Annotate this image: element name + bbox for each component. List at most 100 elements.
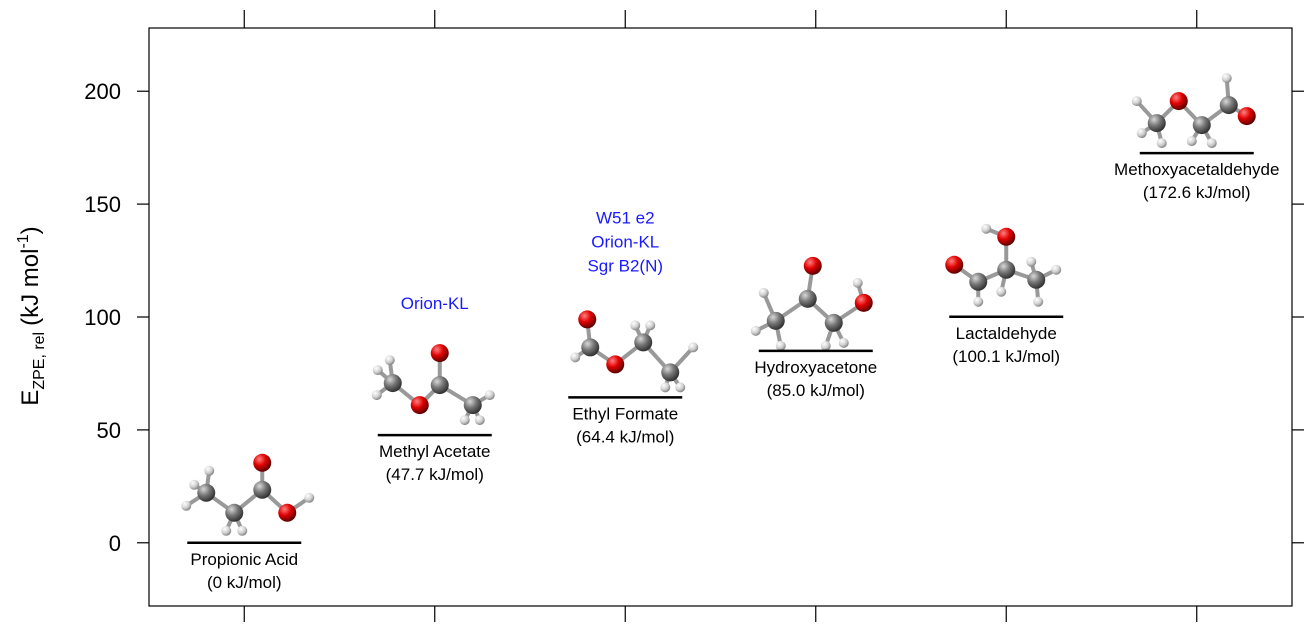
value-label: (0 kJ/mol): [207, 573, 282, 592]
atom: [204, 466, 214, 476]
y-axis-label: EZPE, rel (kJ mol-1): [15, 226, 48, 405]
atom: [969, 273, 987, 291]
atom: [373, 365, 383, 375]
atom: [675, 382, 685, 392]
atom: [660, 382, 670, 392]
annotation: Orion-KL: [591, 232, 659, 251]
level-name: Methyl Acetate: [379, 442, 491, 461]
value-label: (85.0 kJ/mol): [767, 381, 865, 400]
annotation: W51 e2: [596, 208, 655, 227]
atom: [855, 294, 873, 312]
atom: [431, 376, 449, 394]
atom: [411, 396, 429, 414]
y-tick-label: 100: [84, 305, 121, 330]
atom: [1033, 297, 1043, 307]
atom: [1027, 271, 1045, 289]
y-label-main: E: [17, 390, 44, 406]
atom: [799, 290, 817, 308]
molecule: [1132, 73, 1256, 148]
molecule: [751, 257, 873, 351]
atom: [853, 278, 863, 288]
atom: [189, 480, 199, 490]
atom: [1220, 96, 1238, 114]
atom: [385, 355, 395, 365]
atom: [578, 310, 596, 328]
atom: [804, 257, 822, 275]
atom: [460, 415, 470, 425]
atom: [431, 344, 449, 362]
atom: [304, 493, 314, 503]
atom: [759, 288, 769, 298]
molecule: [372, 344, 495, 425]
y-tick-label: 50: [97, 418, 121, 443]
atom: [1148, 114, 1166, 132]
value-label: (64.4 kJ/mol): [576, 427, 674, 446]
atom: [751, 326, 761, 336]
level-name: Propionic Acid: [190, 550, 298, 569]
atom: [570, 352, 580, 362]
atom: [997, 228, 1015, 246]
atom: [384, 374, 402, 392]
y-label-close: ): [17, 226, 44, 234]
value-label: (172.6 kJ/mol): [1143, 183, 1251, 202]
y-label-sup: -1: [15, 234, 32, 248]
atom: [945, 256, 963, 274]
molecule: [570, 310, 698, 392]
atom: [821, 341, 831, 351]
atom: [237, 526, 247, 536]
atom: [839, 338, 849, 348]
atom: [1051, 265, 1061, 275]
y-label-sub: ZPE, rel: [31, 332, 48, 390]
atom: [225, 504, 243, 522]
level-name: Lactaldehyde: [956, 324, 1057, 343]
atom: [661, 363, 679, 381]
atom: [630, 320, 640, 330]
y-label-unit: (kJ mol: [17, 249, 44, 326]
plot-frame: [149, 28, 1292, 606]
atom: [767, 312, 785, 330]
atom: [1238, 107, 1256, 125]
level-name: Methoxyacetaldehyde: [1114, 160, 1279, 179]
atom: [1026, 257, 1036, 267]
atom: [464, 396, 482, 414]
level-name: Hydroxyacetone: [754, 358, 877, 377]
molecule: [181, 454, 314, 536]
level-name: Ethyl Formate: [572, 404, 678, 423]
atom: [1207, 138, 1217, 148]
atom: [1137, 128, 1147, 138]
atom: [485, 390, 495, 400]
atom: [1170, 92, 1188, 110]
atom: [181, 501, 191, 511]
atom: [253, 454, 271, 472]
value-label: (47.7 kJ/mol): [386, 465, 484, 484]
annotation: Sgr B2(N): [587, 256, 663, 275]
y-tick-label: 0: [109, 531, 121, 556]
atom: [1132, 96, 1142, 106]
atom: [372, 390, 382, 400]
atom: [776, 341, 786, 351]
atom: [996, 287, 1006, 297]
y-tick-label: 200: [84, 79, 121, 104]
atom: [581, 338, 599, 356]
atom: [606, 355, 624, 373]
atom: [981, 224, 991, 234]
atom: [1193, 116, 1211, 134]
atom: [197, 484, 215, 502]
atom: [1222, 73, 1232, 83]
chart: EZPE, rel (kJ mol-1) 0 50 100 150 200 Propioni…: [0, 0, 1304, 622]
y-tick-label: 150: [84, 192, 121, 217]
value-label: (100.1 kJ/mol): [952, 347, 1060, 366]
atom: [475, 415, 485, 425]
atom: [1187, 136, 1197, 146]
atom: [1157, 138, 1167, 148]
molecule: [945, 224, 1061, 307]
atom: [278, 504, 296, 522]
atom: [253, 481, 271, 499]
annotation: Orion-KL: [401, 294, 469, 313]
atom: [825, 314, 843, 332]
atom: [997, 261, 1015, 279]
atom: [221, 526, 231, 536]
atom: [688, 342, 698, 352]
atom: [634, 333, 652, 351]
page: EZPE, rel (kJ mol-1) 0 50 100 150 200 Propioni…: [0, 0, 1304, 627]
